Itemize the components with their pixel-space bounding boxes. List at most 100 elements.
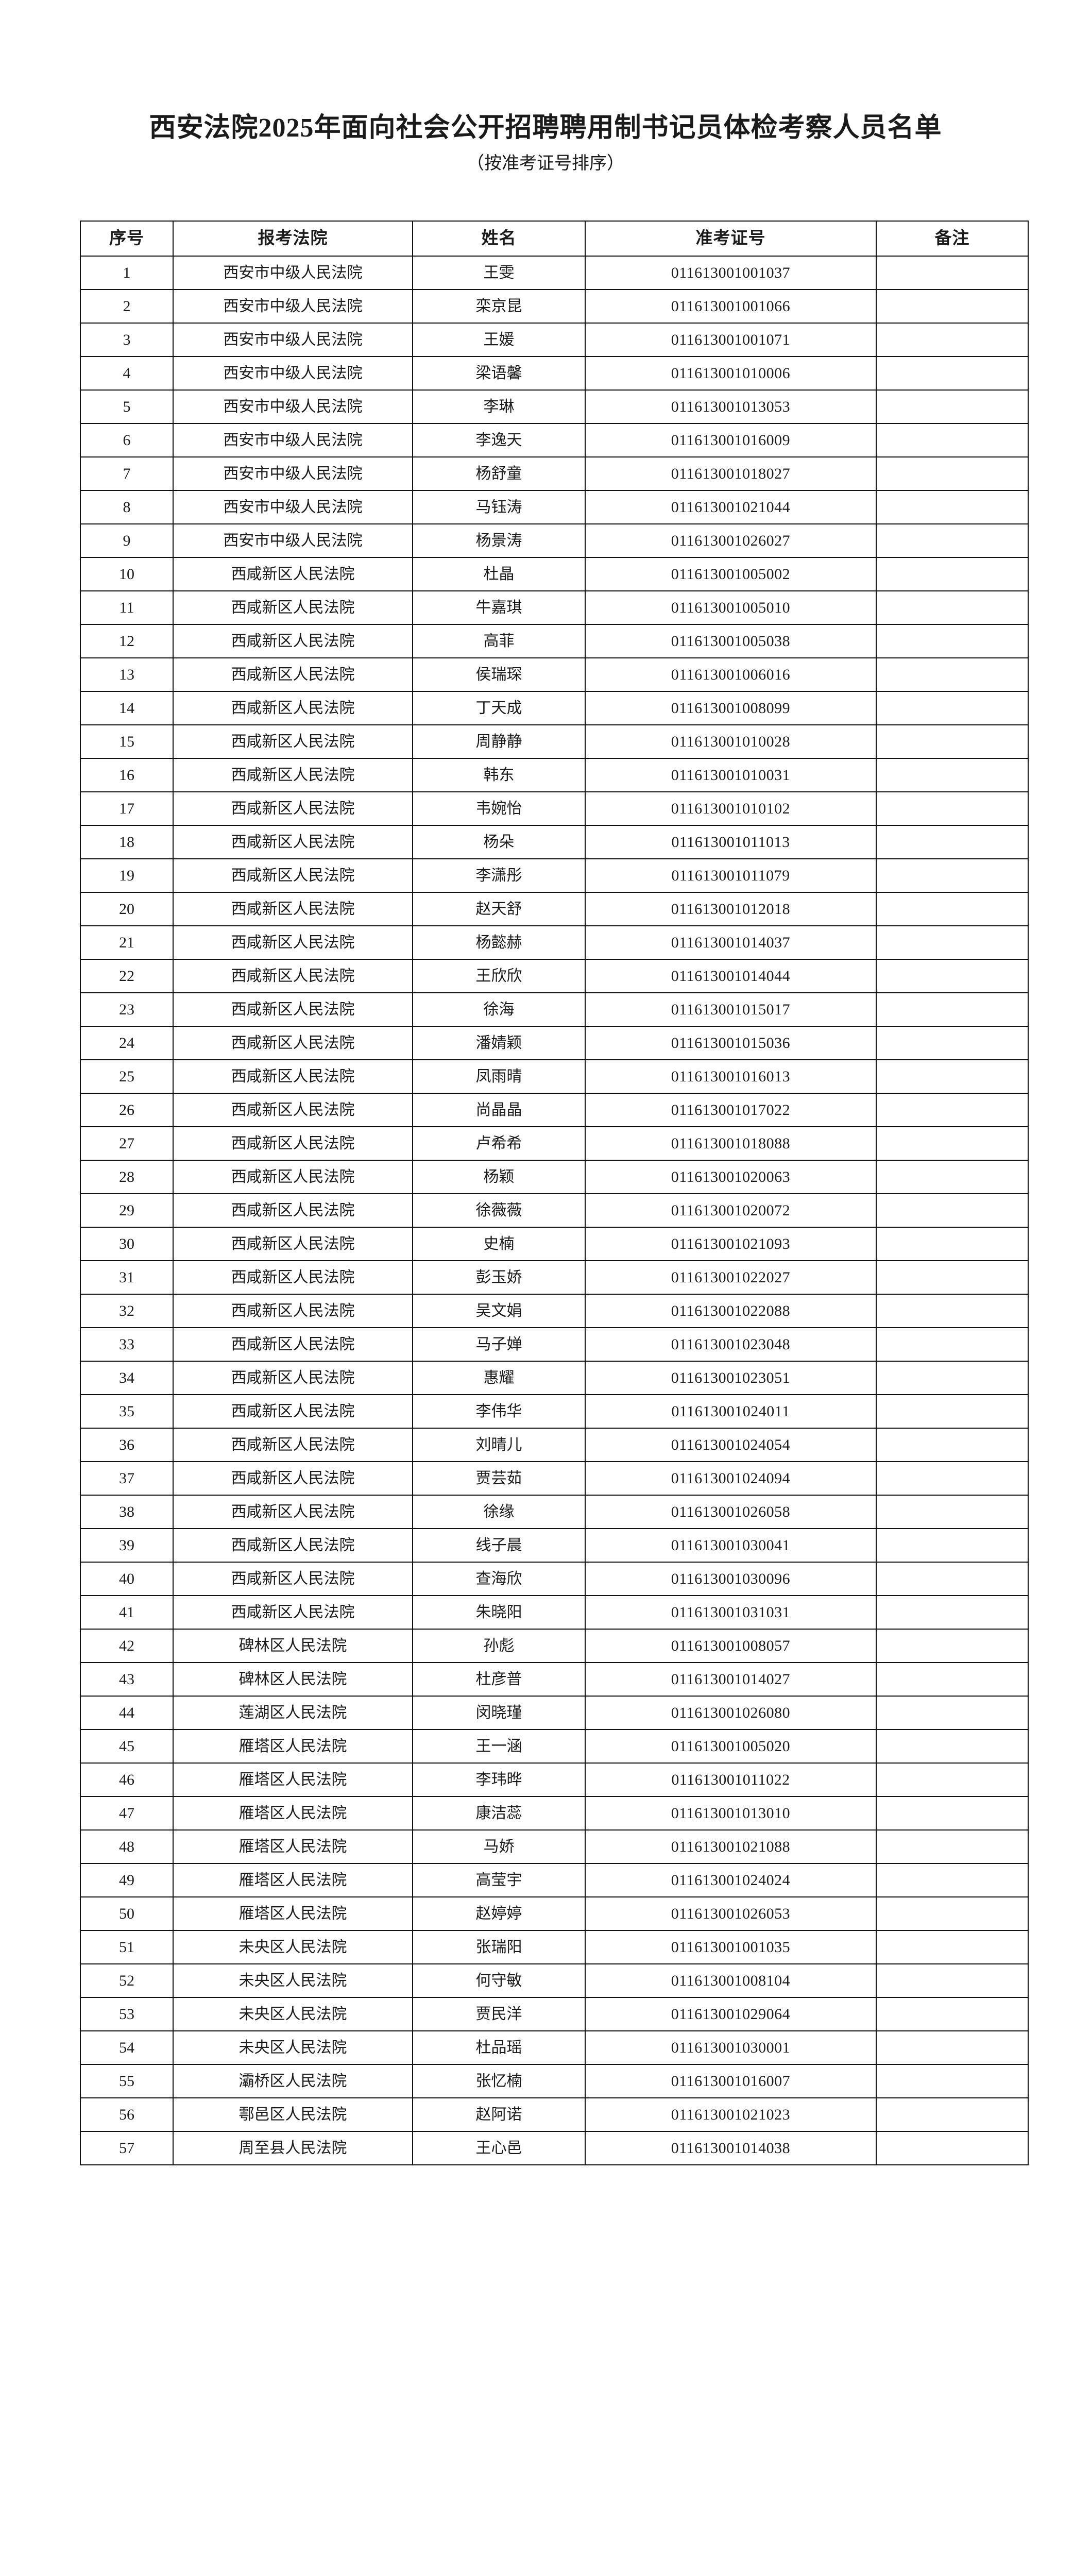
table-row: 33 西咸新区人民法院 马子婵 011613001023048 [80, 1327, 1029, 1362]
cell-name: 杜晶 [412, 557, 586, 591]
cell-ticket: 011613001016009 [585, 423, 877, 457]
cell-court: 西咸新区人民法院 [173, 1461, 413, 1496]
cell-ticket: 011613001005020 [585, 1729, 877, 1764]
cell-name: 高菲 [412, 624, 586, 658]
roster-table: 序号 报考法院 姓名 准考证号 备注 1 西安市中级人民法院 王雯 011613001… [80, 221, 1029, 2165]
cell-note [876, 992, 1029, 1027]
cell-ticket: 011613001001037 [585, 256, 877, 290]
cell-note [876, 1729, 1029, 1764]
cell-index: 16 [80, 758, 174, 792]
cell-ticket: 011613001029064 [585, 1997, 877, 2031]
cell-index: 40 [80, 1562, 174, 1596]
cell-index: 32 [80, 1294, 174, 1328]
cell-name: 杨懿赫 [412, 925, 586, 960]
cell-name: 彭玉娇 [412, 1260, 586, 1295]
cell-ticket: 011613001017022 [585, 1093, 877, 1127]
cell-court: 灞桥区人民法院 [173, 2064, 413, 2098]
cell-index: 37 [80, 1461, 174, 1496]
cell-court: 西咸新区人民法院 [173, 1059, 413, 1094]
table-row: 4 西安市中级人民法院 梁语馨 011613001010006 [80, 356, 1029, 391]
cell-court: 未央区人民法院 [173, 1963, 413, 1998]
column-header-note: 备注 [876, 221, 1029, 257]
cell-name: 线子晨 [412, 1528, 586, 1563]
table-row: 51 未央区人民法院 张瑞阳 011613001001035 [80, 1930, 1029, 1964]
cell-index: 23 [80, 992, 174, 1027]
cell-court: 西安市中级人民法院 [173, 423, 413, 457]
table-row: 16 西咸新区人民法院 韩东 011613001010031 [80, 758, 1029, 792]
cell-ticket: 011613001008057 [585, 1629, 877, 1663]
cell-index: 13 [80, 657, 174, 692]
cell-note [876, 1260, 1029, 1295]
cell-court: 雁塔区人民法院 [173, 1863, 413, 1897]
cell-court: 未央区人民法院 [173, 2030, 413, 2065]
cell-name: 卢希希 [412, 1126, 586, 1161]
cell-court: 西咸新区人民法院 [173, 590, 413, 625]
cell-ticket: 011613001016013 [585, 1059, 877, 1094]
cell-ticket: 011613001008104 [585, 1963, 877, 1998]
cell-note [876, 1696, 1029, 1730]
cell-ticket: 011613001023048 [585, 1327, 877, 1362]
cell-ticket: 011613001030041 [585, 1528, 877, 1563]
cell-note [876, 1059, 1029, 1094]
cell-court: 西咸新区人民法院 [173, 1193, 413, 1228]
cell-court: 雁塔区人民法院 [173, 1896, 413, 1931]
cell-name: 侯瑞琛 [412, 657, 586, 692]
table-row: 45 雁塔区人民法院 王一涵 011613001005020 [80, 1729, 1029, 1764]
cell-note [876, 1863, 1029, 1897]
cell-court: 西咸新区人民法院 [173, 691, 413, 725]
cell-note [876, 925, 1029, 960]
cell-index: 49 [80, 1863, 174, 1897]
cell-index: 17 [80, 791, 174, 826]
cell-name: 马娇 [412, 1829, 586, 1864]
cell-ticket: 011613001026027 [585, 523, 877, 558]
cell-index: 6 [80, 423, 174, 457]
cell-ticket: 011613001014044 [585, 959, 877, 993]
table-row: 48 雁塔区人民法院 马娇 011613001021088 [80, 1829, 1029, 1864]
roster-table-container: 序号 报考法院 姓名 准考证号 备注 1 西安市中级人民法院 王雯 011613001… [80, 221, 1029, 2165]
page-subtitle: （按准考证号排序） [467, 154, 624, 173]
cell-index: 10 [80, 557, 174, 591]
cell-name: 马钰涛 [412, 490, 586, 524]
cell-index: 30 [80, 1227, 174, 1261]
table-row: 28 西咸新区人民法院 杨颖 011613001020063 [80, 1160, 1029, 1194]
cell-ticket: 011613001014027 [585, 1662, 877, 1697]
cell-note [876, 1896, 1029, 1931]
column-header-court: 报考法院 [173, 221, 413, 257]
cell-name: 杜彦普 [412, 1662, 586, 1697]
cell-index: 44 [80, 1696, 174, 1730]
cell-note [876, 590, 1029, 625]
cell-court: 西咸新区人民法院 [173, 1361, 413, 1395]
cell-index: 33 [80, 1327, 174, 1362]
cell-index: 8 [80, 490, 174, 524]
cell-ticket: 011613001011013 [585, 825, 877, 859]
cell-ticket: 011613001012018 [585, 892, 877, 926]
cell-court: 雁塔区人民法院 [173, 1729, 413, 1764]
cell-name: 朱晓阳 [412, 1595, 586, 1630]
cell-note [876, 557, 1029, 591]
cell-name: 梁语馨 [412, 356, 586, 391]
cell-ticket: 011613001010031 [585, 758, 877, 792]
cell-court: 西咸新区人民法院 [173, 925, 413, 960]
cell-ticket: 011613001022027 [585, 1260, 877, 1295]
cell-name: 王欣欣 [412, 959, 586, 993]
cell-index: 53 [80, 1997, 174, 2031]
table-row: 36 西咸新区人民法院 刘晴儿 011613001024054 [80, 1428, 1029, 1462]
cell-note [876, 1930, 1029, 1964]
cell-index: 2 [80, 289, 174, 324]
cell-court: 西安市中级人民法院 [173, 456, 413, 491]
cell-name: 王雯 [412, 256, 586, 290]
cell-index: 41 [80, 1595, 174, 1630]
table-row: 29 西咸新区人民法院 徐薇薇 011613001020072 [80, 1193, 1029, 1228]
table-row: 25 西咸新区人民法院 凤雨晴 011613001016013 [80, 1059, 1029, 1094]
cell-name: 杨朵 [412, 825, 586, 859]
cell-name: 李琳 [412, 389, 586, 424]
table-row: 39 西咸新区人民法院 线子晨 011613001030041 [80, 1528, 1029, 1563]
cell-court: 西安市中级人民法院 [173, 289, 413, 324]
cell-note [876, 858, 1029, 893]
cell-court: 西安市中级人民法院 [173, 356, 413, 391]
cell-note [876, 1361, 1029, 1395]
cell-ticket: 011613001024024 [585, 1863, 877, 1897]
table-row: 52 未央区人民法院 何守敏 011613001008104 [80, 1963, 1029, 1998]
cell-note [876, 256, 1029, 290]
cell-ticket: 011613001005002 [585, 557, 877, 591]
